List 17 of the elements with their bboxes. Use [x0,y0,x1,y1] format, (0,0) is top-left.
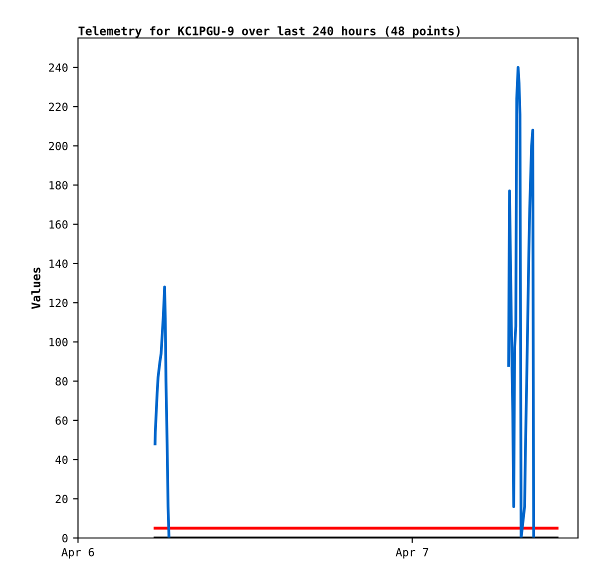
y-tick-label: 200 [49,142,68,150]
y-tick-label: 240 [49,63,68,72]
chart-title: Telemetry for KC1PGU-9 over last 240 hours (48 points) [78,26,460,38]
y-tick-label: 100 [50,338,68,346]
y-tick-label: 120 [50,298,68,308]
y-tick-label: 80 [56,377,68,386]
y-tick-label: 160 [50,220,68,229]
y-tick-label: 20 [56,494,68,504]
y-tick-label: 140 [50,259,68,268]
x-tick-label: Apr 6 [61,548,94,559]
y-tick-label: 0 [62,534,68,542]
y-tick-label: 180 [50,181,68,190]
y-tick-label: 40 [55,456,68,464]
y-tick-label: 220 [49,102,68,112]
y-tick-label: 60 [56,416,68,425]
x-tick-label: Apr 7 [396,548,428,559]
y-axis-title: Values [31,268,40,309]
